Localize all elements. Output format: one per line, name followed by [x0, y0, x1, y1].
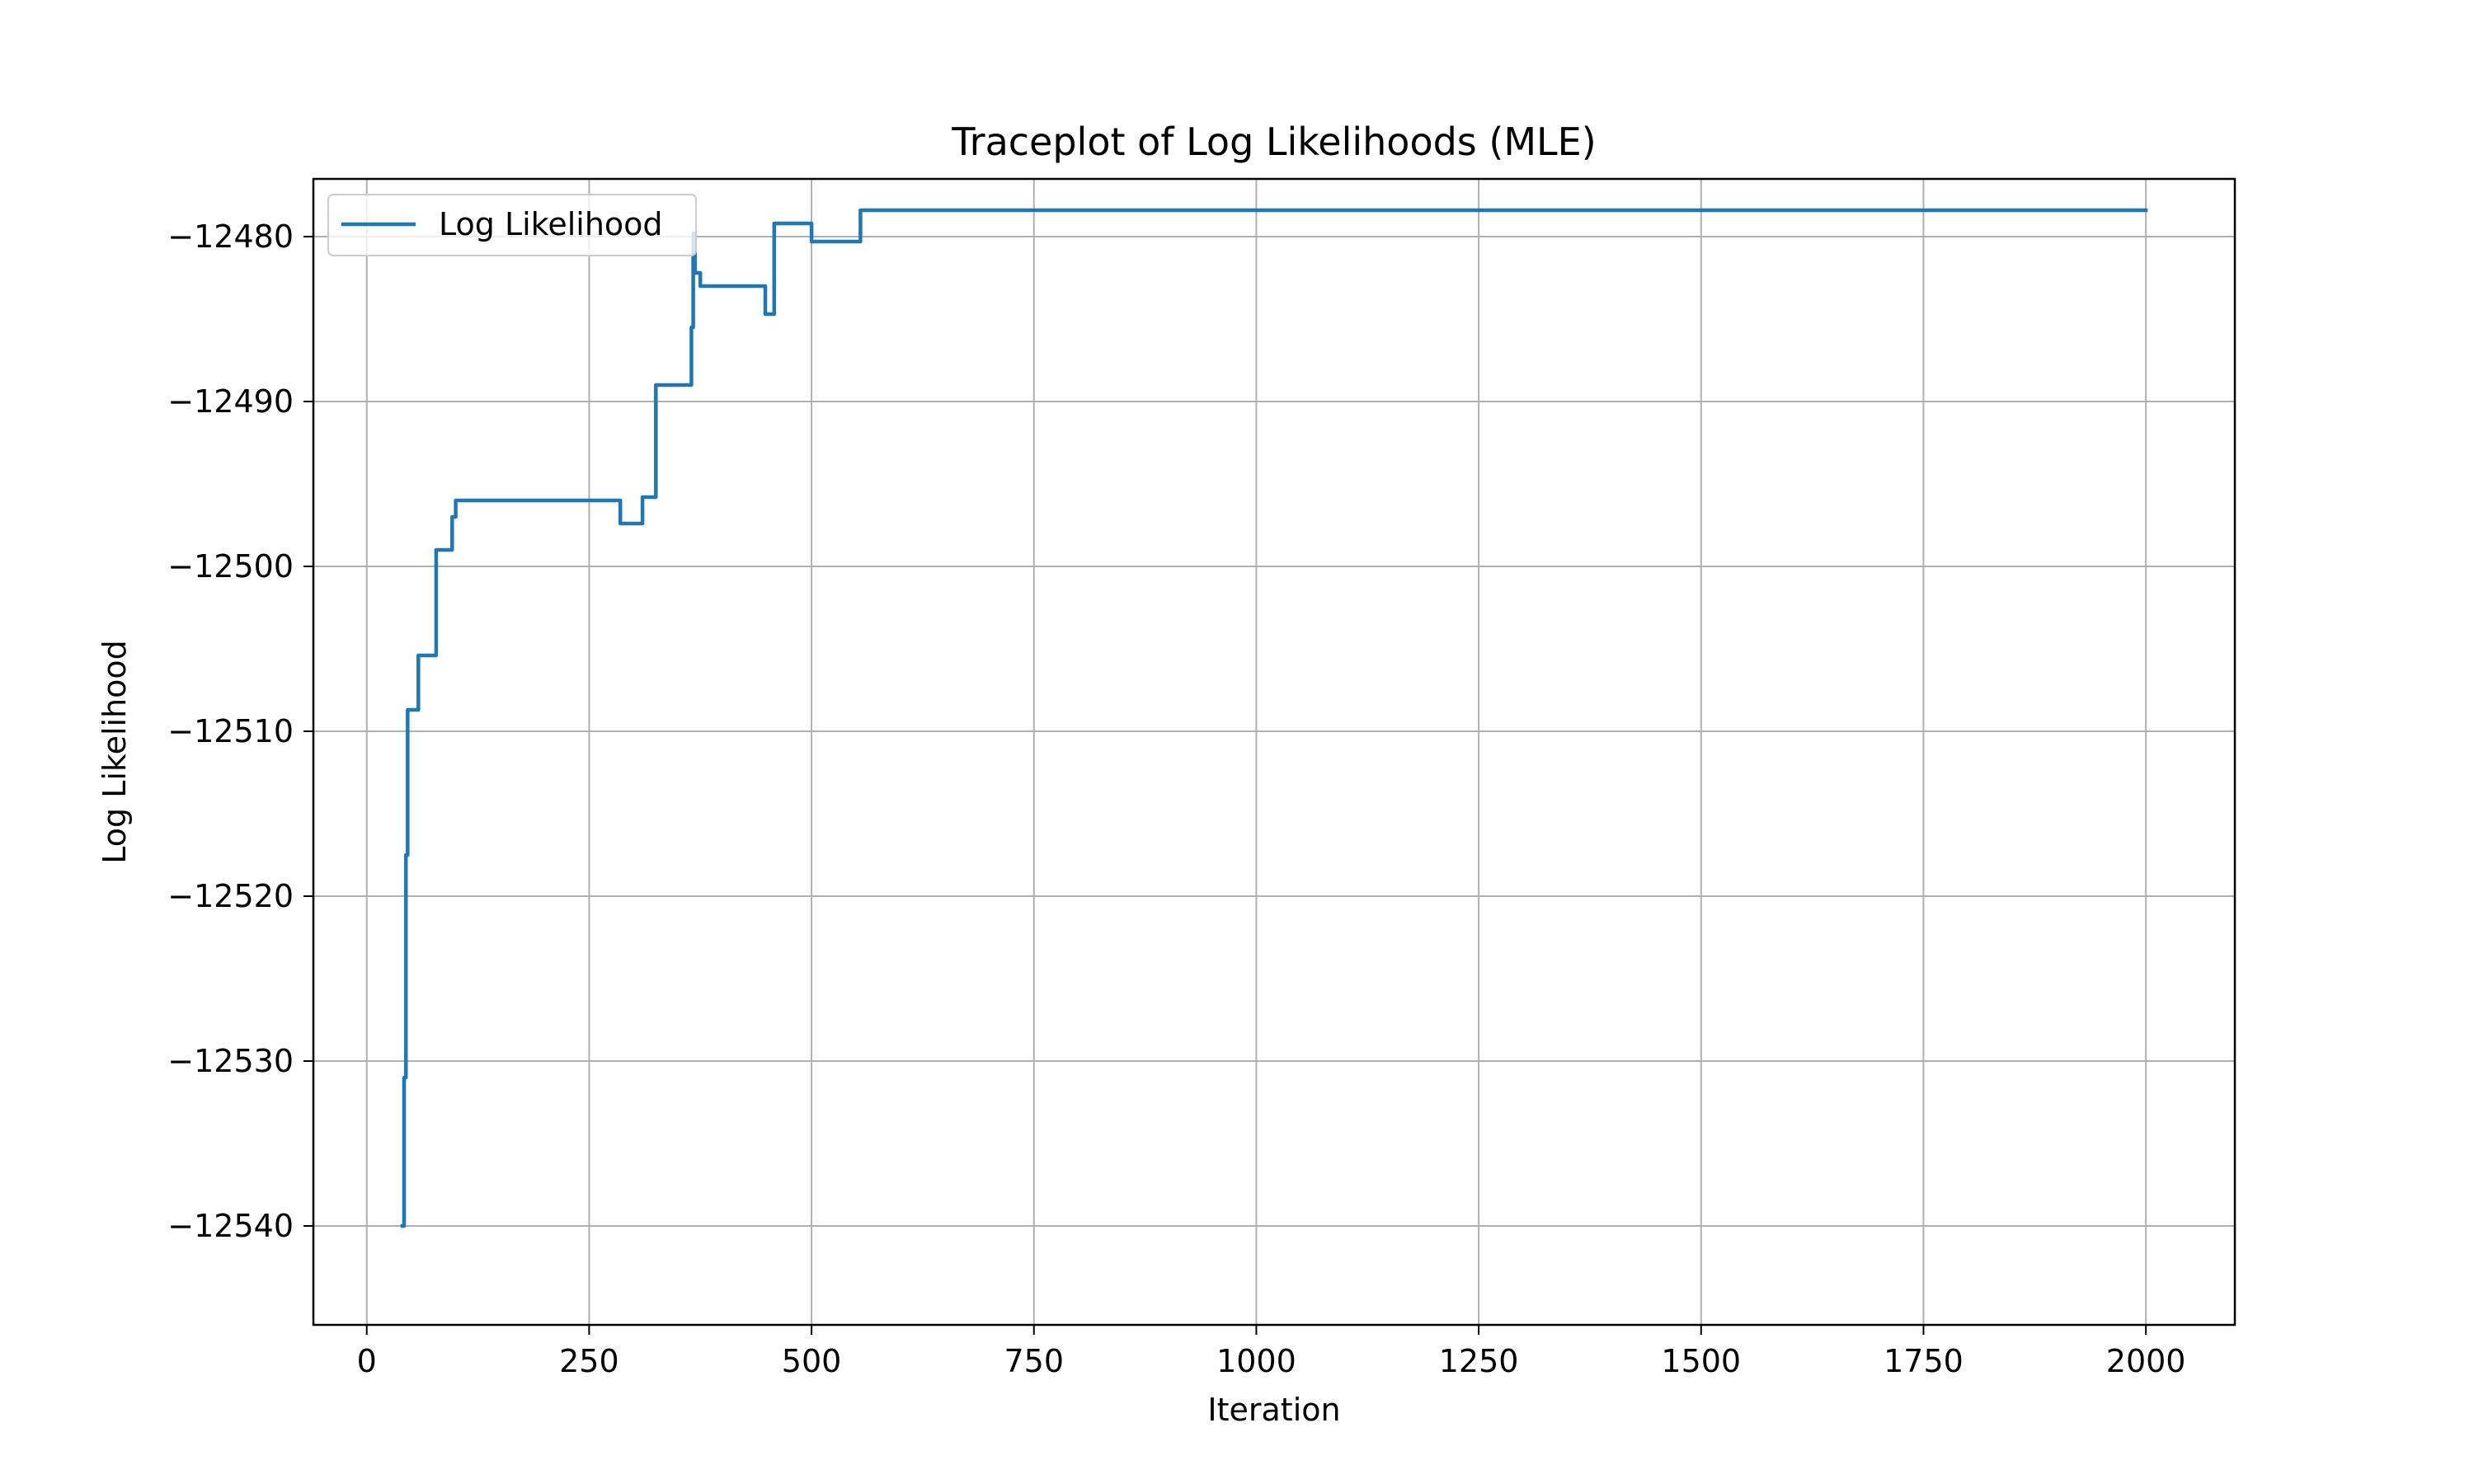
- chart-title: Traceplot of Log Likelihoods (MLE): [951, 120, 1596, 164]
- y-tick-label: −12510: [167, 713, 294, 749]
- x-tick-label: 1500: [1661, 1343, 1741, 1379]
- y-tick-label: −12480: [167, 218, 294, 255]
- y-tick-label: −12530: [167, 1043, 294, 1079]
- x-tick-label: 250: [559, 1343, 619, 1379]
- x-tick-label: 500: [782, 1343, 842, 1379]
- y-tick-label: −12490: [167, 383, 294, 420]
- y-axis-label: Log Likelihood: [96, 640, 133, 864]
- line-layer: [400, 208, 2148, 1228]
- y-tick-label: −12500: [167, 548, 294, 585]
- x-tick-label: 750: [1004, 1343, 1064, 1379]
- x-tick-label: 1750: [1884, 1343, 1964, 1379]
- x-tick-label: 2000: [2106, 1343, 2186, 1379]
- y-tick-label: −12520: [167, 878, 294, 914]
- legend-label: Log Likelihood: [439, 206, 663, 242]
- x-tick-label: 1250: [1439, 1343, 1519, 1379]
- series-line-0: [400, 208, 2148, 1228]
- x-tick-label: 0: [357, 1343, 377, 1379]
- legend: Log Likelihood: [327, 194, 697, 256]
- plot-frame: [312, 177, 2236, 1327]
- grid: [313, 179, 2235, 1325]
- y-tick-label: −12540: [167, 1208, 294, 1244]
- legend-box: [327, 194, 697, 256]
- ticks: 0 250 500 750 1000 1250 1500 1750 2000 −12540 −125…: [167, 218, 2185, 1379]
- x-axis-label: Iteration: [1207, 1392, 1340, 1428]
- x-tick-label: 1000: [1216, 1343, 1296, 1379]
